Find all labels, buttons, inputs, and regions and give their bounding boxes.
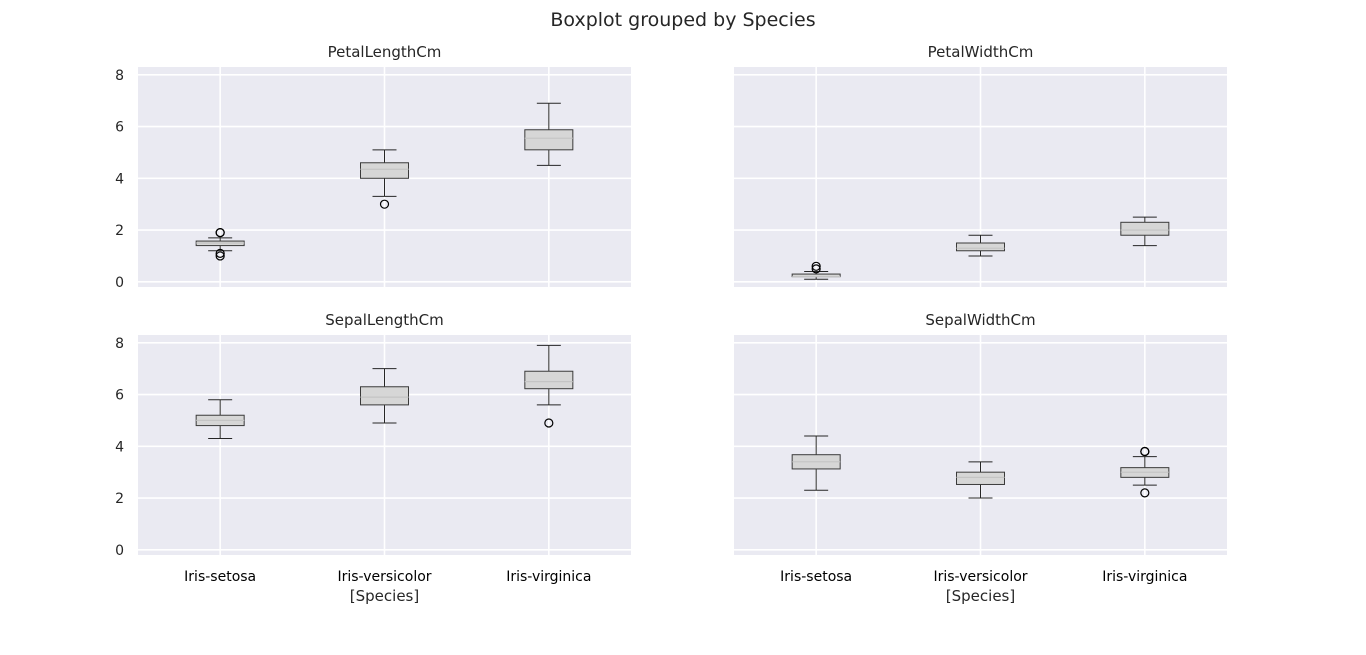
box-iris-versicolor	[360, 149, 409, 209]
x-tick-label: Iris-virginica	[1102, 569, 1187, 585]
subplot-title: SepalLengthCm	[325, 311, 443, 329]
box-iris-versicolor	[360, 368, 409, 424]
y-tick-label: 8	[115, 336, 124, 352]
y-tick-label: 6	[115, 120, 124, 136]
y-tick-label: 2	[115, 491, 124, 507]
box-iris-setosa	[791, 261, 841, 280]
y-tick-label: 4	[115, 439, 124, 455]
outlier-point	[811, 264, 821, 274]
box-iris-virginica	[524, 344, 574, 428]
y-tick-label: 0	[115, 275, 124, 291]
box-iris-versicolor	[956, 234, 1005, 257]
subplot-sepallengthcm: 0 2 4 6 8 SepalLengthCm Iris-setosa Iris-versic…	[115, 311, 631, 605]
outlier-point	[811, 261, 821, 271]
outlier-point	[544, 418, 554, 428]
box-iris-setosa	[195, 228, 245, 261]
x-axis-label: [Species]	[350, 587, 419, 605]
x-tick-label: Iris-versicolor	[337, 569, 431, 585]
y-tick-label: 8	[115, 68, 124, 84]
y-tick-label: 2	[115, 223, 124, 239]
x-tick-label: Iris-setosa	[780, 569, 852, 585]
box-iqr	[956, 242, 1005, 252]
y-tick-label: 6	[115, 388, 124, 404]
subplot-petalwidthcm: PetalWidthCm	[734, 43, 1227, 287]
subplot-petallengthcm: 0 2 4 6 8 PetalLengthCm	[115, 43, 631, 291]
outlier-point	[215, 251, 225, 261]
box-iris-setosa	[195, 399, 245, 440]
y-tick-label: 0	[115, 543, 124, 559]
subplot-title: SepalWidthCm	[925, 311, 1035, 329]
x-axis-label: [Species]	[946, 587, 1015, 605]
x-tick-label: Iris-versicolor	[933, 569, 1027, 585]
box-iqr	[360, 162, 409, 179]
subplot-sepalwidthcm: SepalWidthCm Iris-setosa Iris-versicolor Ir…	[734, 311, 1227, 605]
y-tick-label: 4	[115, 171, 124, 187]
box-iris-setosa	[791, 435, 841, 491]
box-iqr	[524, 370, 574, 390]
outlier-point	[1140, 488, 1150, 498]
outlier-point	[1140, 446, 1150, 457]
subplot-title: PetalLengthCm	[328, 43, 442, 61]
outlier-point	[379, 199, 390, 209]
outlier-point	[215, 248, 225, 258]
box-iqr	[956, 471, 1005, 485]
box-iris-virginica	[1120, 216, 1170, 247]
box-iqr	[1120, 221, 1170, 236]
x-tick-label: Iris-virginica	[506, 569, 591, 585]
outlier-point	[215, 228, 225, 238]
box-iris-versicolor	[956, 461, 1005, 499]
subplot-title: PetalWidthCm	[928, 43, 1034, 61]
box-iris-virginica	[1120, 446, 1170, 498]
box-iqr	[524, 129, 574, 151]
box-iqr	[360, 386, 409, 406]
box-iris-virginica	[524, 102, 574, 166]
x-tick-label: Iris-setosa	[184, 569, 256, 585]
figure-title: Boxplot grouped by Species	[550, 9, 816, 31]
